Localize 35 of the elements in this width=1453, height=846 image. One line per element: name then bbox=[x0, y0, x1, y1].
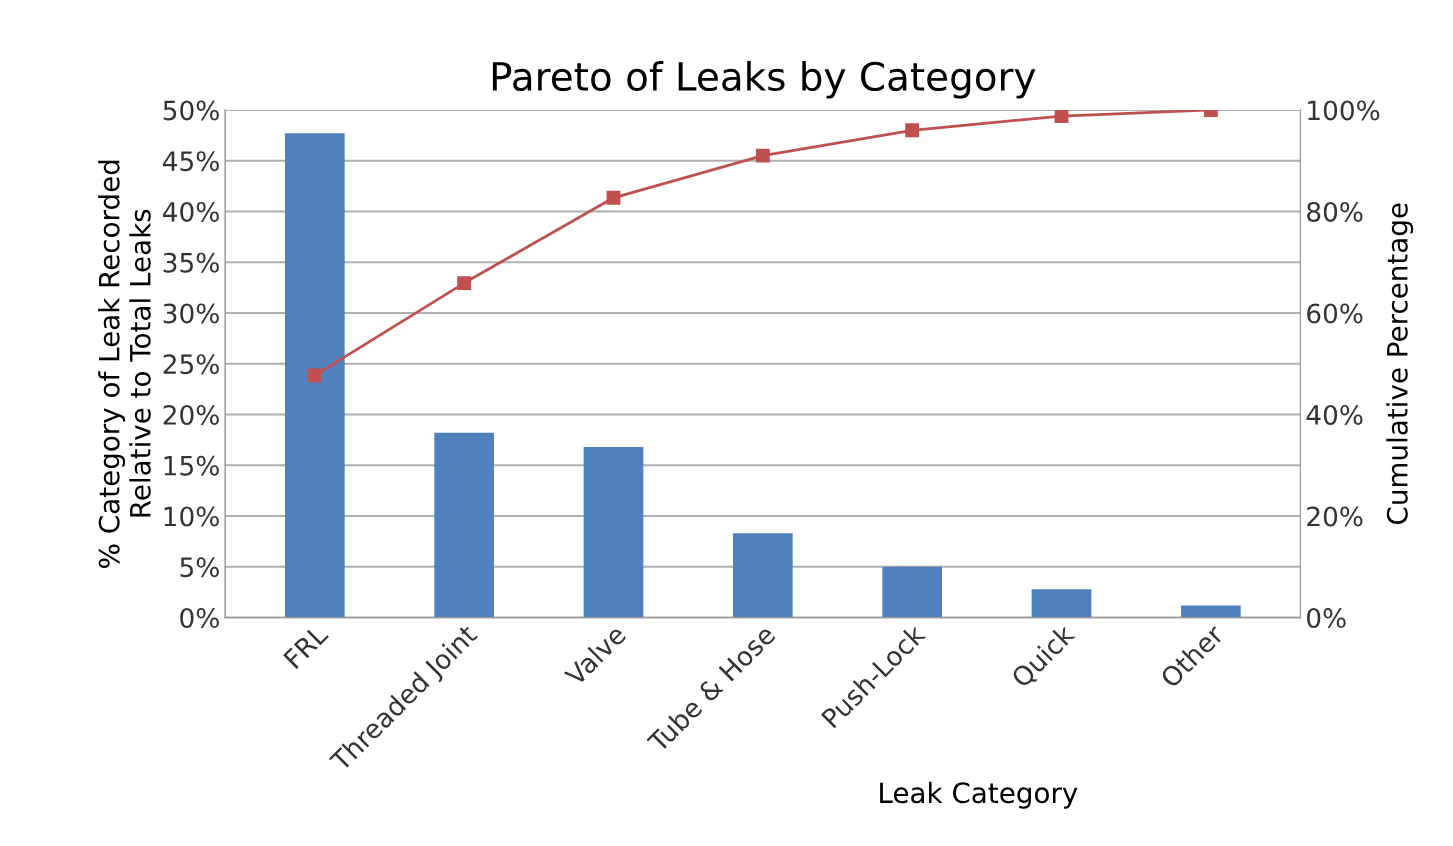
bar bbox=[583, 447, 644, 618]
y-tick-label: 30% bbox=[163, 303, 219, 324]
y2-tick-label: 80% bbox=[1307, 201, 1363, 222]
y-tick-label: 25% bbox=[163, 354, 219, 375]
y2-tick-label: 40% bbox=[1306, 404, 1363, 425]
y-axis-title: % Category of Leak Recorded Relative to Total Leaks bbox=[98, 160, 151, 568]
y-tick-label: 20% bbox=[163, 404, 219, 425]
bar bbox=[1031, 589, 1092, 618]
y-tick-label: 40% bbox=[162, 201, 219, 222]
bar bbox=[434, 432, 495, 618]
point bbox=[1054, 109, 1069, 124]
x-tick-label: FRL bbox=[283, 623, 329, 669]
y-tick-label: 15% bbox=[164, 455, 219, 476]
bar bbox=[882, 566, 943, 618]
x-axis-title: Leak Category bbox=[880, 781, 1078, 809]
y2-tick-label: 60% bbox=[1307, 303, 1363, 324]
point bbox=[606, 190, 621, 205]
y-tick-label: 45% bbox=[162, 151, 219, 172]
point bbox=[457, 276, 472, 291]
point bbox=[905, 123, 920, 138]
y-tick-label: 35% bbox=[163, 252, 219, 273]
y2-tick-label: 0% bbox=[1307, 608, 1346, 628]
y-tick-label: 5% bbox=[180, 557, 219, 578]
bar bbox=[732, 533, 793, 618]
y-tick-label: 10% bbox=[164, 506, 219, 527]
y-tick-label: 0% bbox=[180, 608, 219, 628]
point bbox=[307, 368, 322, 383]
point bbox=[755, 148, 770, 163]
bar bbox=[1180, 605, 1241, 618]
chart-title: Pareto of Leaks by Category bbox=[492, 60, 1036, 99]
y2-tick-label: 20% bbox=[1307, 506, 1363, 527]
y2-axis-title: Cumulative Percentage bbox=[1386, 203, 1414, 525]
bar bbox=[284, 133, 345, 618]
y2-tick-label: 100% bbox=[1308, 100, 1380, 121]
y-tick-label: 50% bbox=[163, 100, 219, 121]
